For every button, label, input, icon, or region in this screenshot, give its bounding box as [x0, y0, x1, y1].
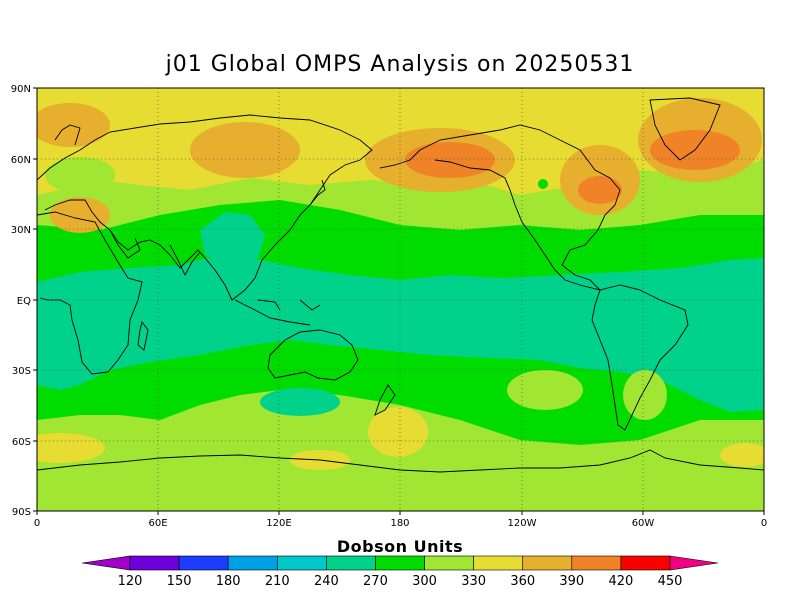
colorbar-swatch [375, 555, 425, 571]
colorbar-label: 270 [363, 574, 388, 589]
field-south-africa-360 [37, 433, 105, 463]
lon-label: 180 [390, 518, 409, 529]
coast-alaska [379, 149, 421, 169]
field-canada-420 [578, 176, 622, 204]
lon-label: 60W [632, 518, 655, 529]
coast-japan [309, 179, 326, 206]
coast-eurasia [37, 114, 373, 301]
coast-arabia [109, 229, 141, 259]
colorbar-label: 330 [461, 574, 486, 589]
coast-india [169, 244, 201, 277]
colorbar-swatch [522, 555, 573, 571]
coast-indonesia [234, 299, 321, 326]
colorbar-label: 210 [265, 574, 290, 589]
lat-label: 90N [11, 84, 31, 95]
field-mideast-390 [50, 197, 110, 233]
field-tasman-360 [368, 407, 428, 457]
field-europe-330 [45, 157, 115, 193]
colorbar-swatch [276, 555, 327, 571]
lat-label: 30N [11, 225, 31, 236]
lat-label: 90S [12, 507, 31, 518]
colorbar-swatch [326, 555, 376, 571]
colorbar-swatch [178, 555, 229, 571]
lon-label: 120E [266, 518, 291, 529]
colorbar-label: 450 [658, 574, 683, 589]
field-patagonia-330 [623, 370, 667, 420]
map-title: j01 Global OMPS Analysis on 20250531 [165, 52, 635, 77]
colorbar-label: 390 [559, 574, 584, 589]
colorbar-label: 360 [510, 574, 535, 589]
lat-label: 60S [12, 437, 31, 448]
coast-south-america [591, 284, 689, 431]
colorbar-label: 120 [118, 574, 143, 589]
field-antarctic-360-b [720, 443, 764, 467]
colorbar-swatch [473, 555, 524, 571]
colorbar-label: 150 [167, 574, 192, 589]
coast-antarctica [37, 449, 764, 473]
field-south-indian-330 [260, 388, 340, 416]
colorbar-swatch [227, 555, 278, 571]
colorbar-high-arrow [669, 555, 719, 571]
colorbar-swatch [571, 555, 622, 571]
field-south-atlantic-330 [507, 370, 583, 410]
coast-newzealand [374, 384, 396, 416]
coast-greenland [649, 97, 721, 161]
field-tropical-270 [37, 255, 764, 412]
lon-labels: 0 60E 120E 180 120W 60W 0 [34, 518, 767, 529]
lon-label: 0 [761, 518, 767, 529]
colorbar: 120 150 180 210 240 270 300 330 360 390 420 450 [81, 555, 719, 589]
colorbar-title: Dobson Units [336, 537, 464, 556]
lon-label: 60E [148, 518, 167, 529]
coast-north-america [419, 124, 621, 291]
field-siberia-390 [190, 122, 300, 178]
colorbar-label: 240 [314, 574, 339, 589]
lon-label: 0 [34, 518, 40, 529]
contour-field [37, 88, 764, 511]
colorbar-swatch [620, 555, 671, 571]
field-north-atlantic-390 [37, 103, 110, 147]
grid-lines [37, 88, 764, 511]
field-namerica-300 [538, 179, 548, 189]
tick-marks [33, 87, 765, 515]
field-asia-270 [200, 212, 265, 262]
colorbar-label: 300 [412, 574, 437, 589]
coast-madagascar [137, 320, 149, 351]
lat-label: 30S [12, 366, 31, 377]
coast-africa [37, 211, 143, 375]
coast-scandinavia [54, 124, 81, 146]
lat-label: 60N [11, 155, 31, 166]
colorbar-swatch [129, 555, 180, 571]
lat-label: EQ [17, 296, 31, 307]
coastlines [37, 97, 764, 473]
colorbar-label: 180 [216, 574, 241, 589]
colorbar-label: 420 [608, 574, 633, 589]
coast-australia [267, 329, 359, 381]
field-pacific-420 [405, 142, 495, 178]
lon-label: 120W [508, 518, 537, 529]
colorbar-swatch [424, 555, 474, 571]
lat-labels: 90N 60N 30N EQ 30S 60S 90S [11, 84, 31, 518]
colorbar-low-arrow [81, 555, 131, 571]
